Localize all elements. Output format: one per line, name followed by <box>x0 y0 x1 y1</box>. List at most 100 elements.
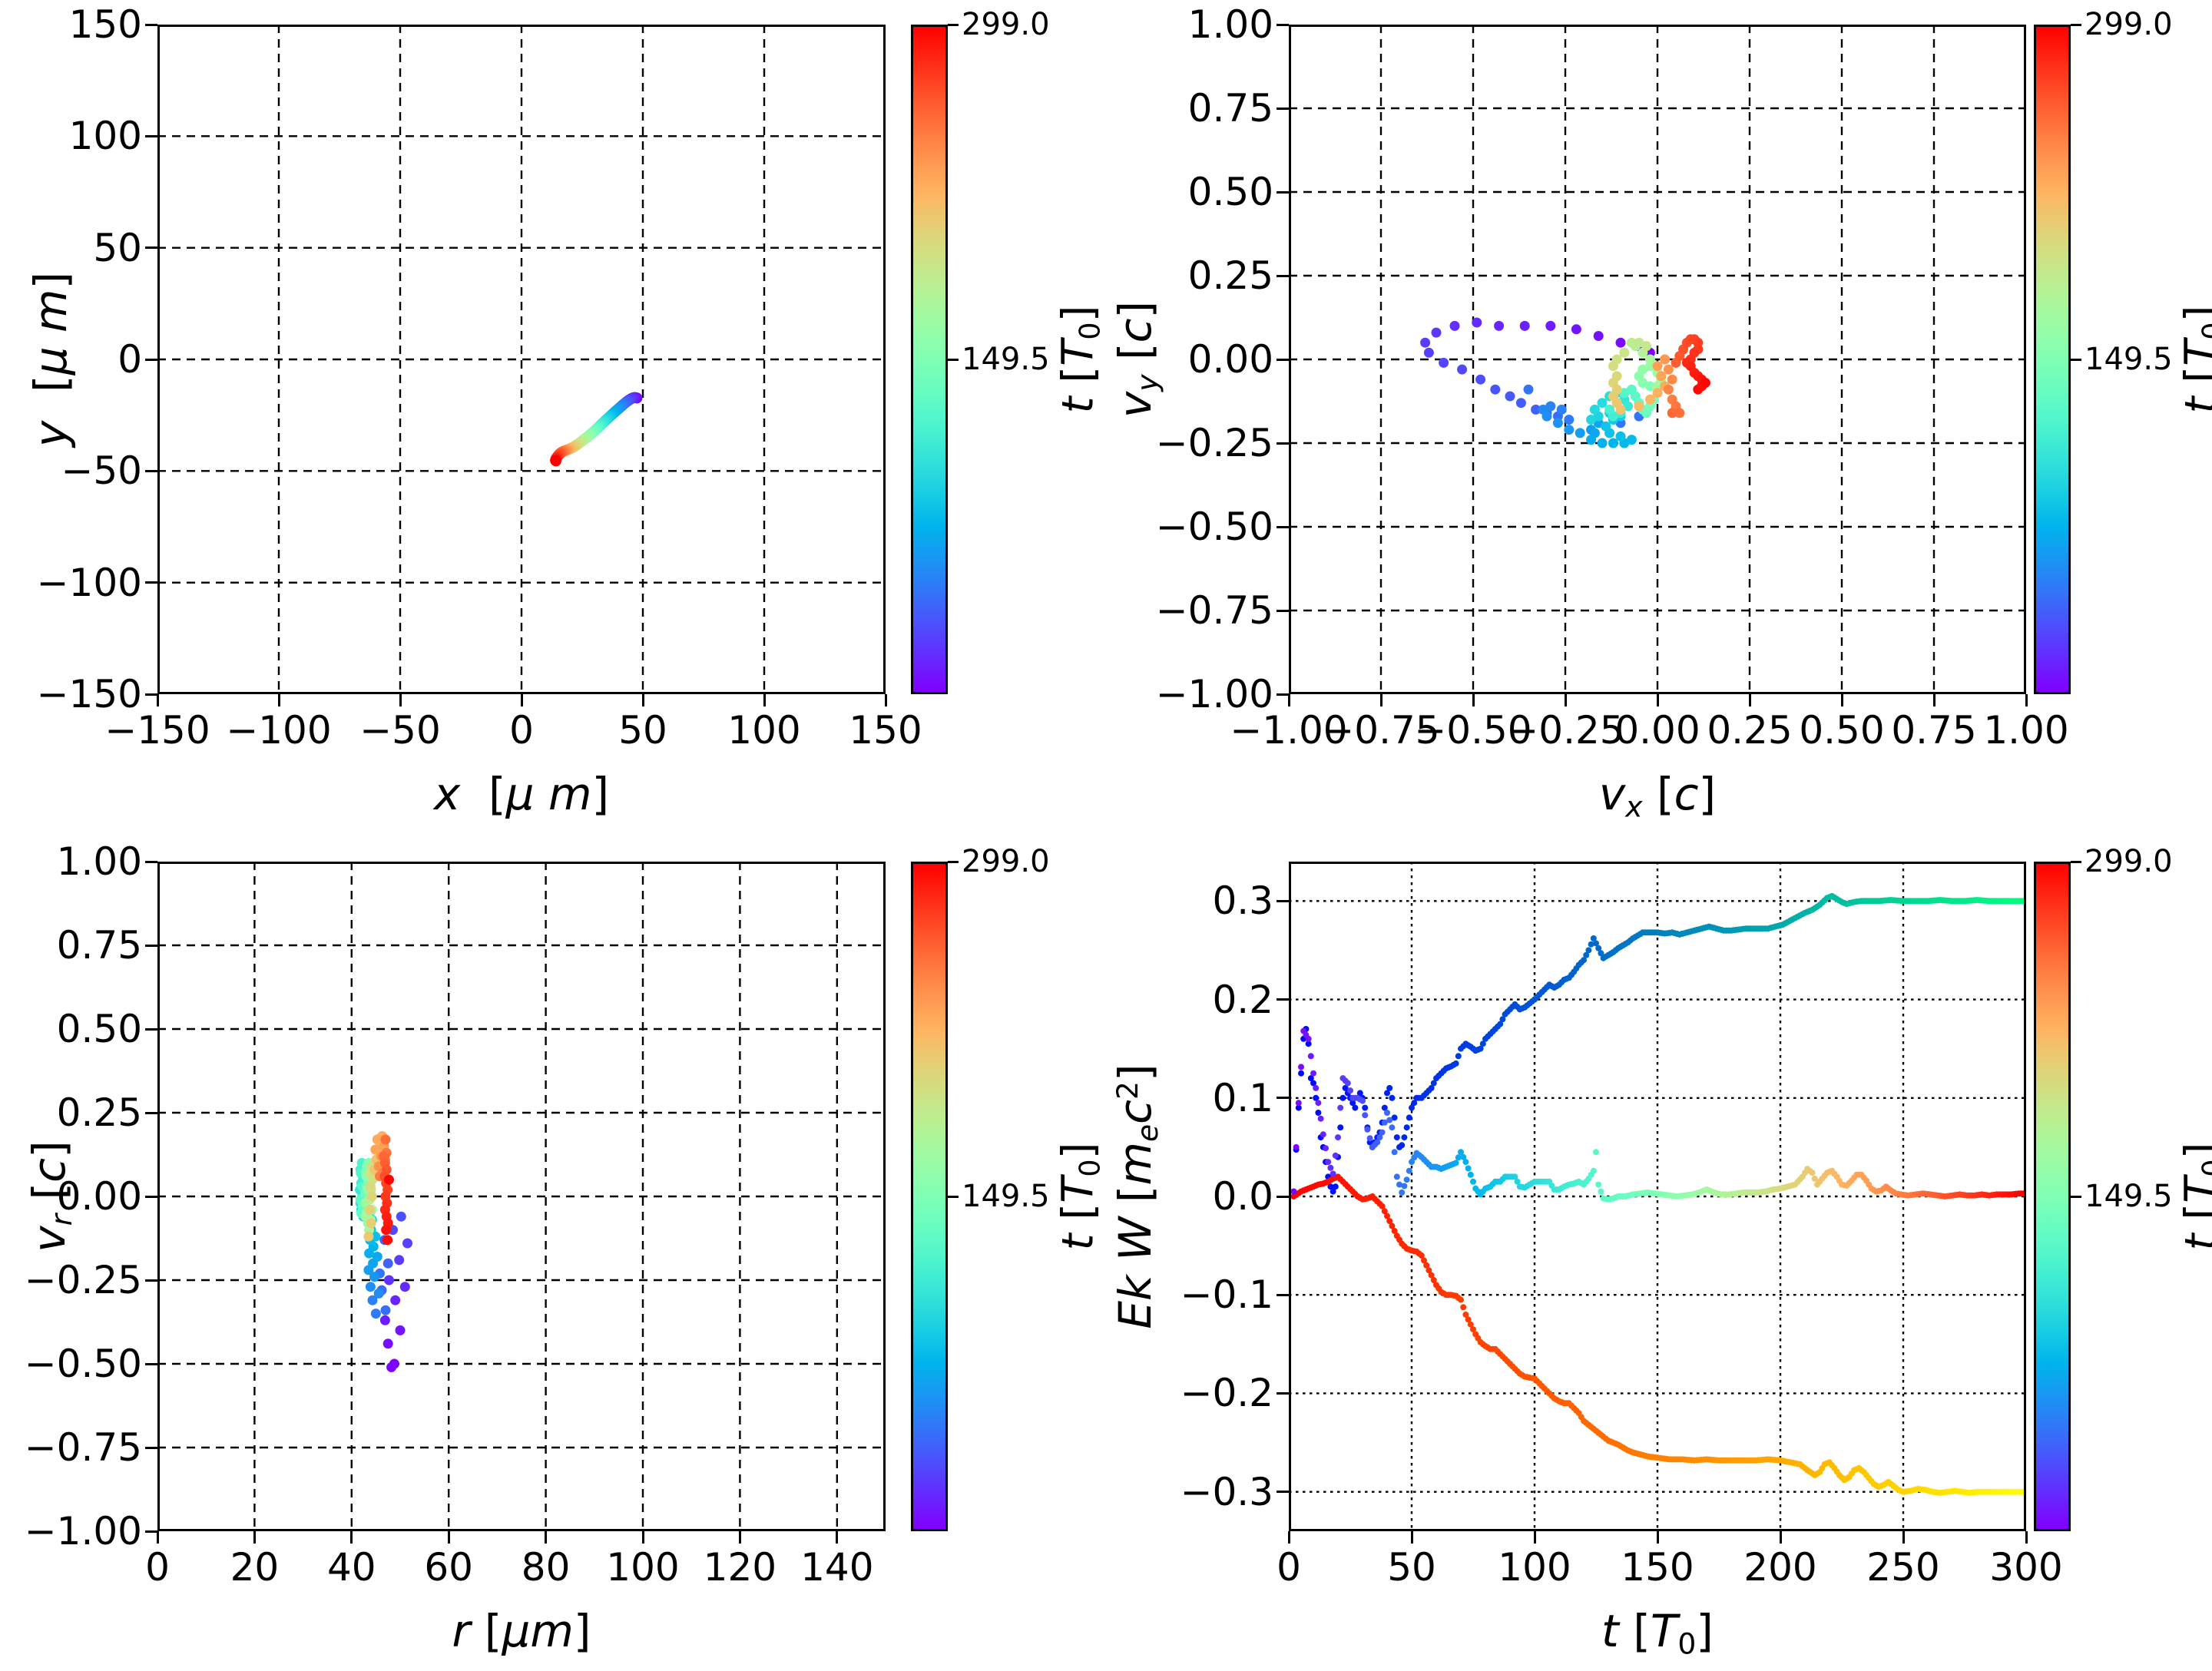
data-point <box>1423 1262 1430 1269</box>
x-axis-label: x [μ m] <box>433 768 610 820</box>
tick-label: −50 <box>359 708 441 753</box>
tick-label: 1.00 <box>56 839 142 884</box>
x-tick-mark <box>1656 694 1659 706</box>
x-axis-label: t [T0] <box>1601 1605 1714 1661</box>
y-tick-mark <box>145 134 157 137</box>
y-tick-mark <box>1277 1491 1289 1494</box>
colorbar-title: t [T0] <box>2176 1143 2212 1251</box>
data-point <box>1423 347 1434 358</box>
colorbar-tick-mark <box>948 358 959 361</box>
data-point <box>1615 337 1626 348</box>
data-point <box>1663 384 1674 395</box>
y-tick-mark <box>145 1111 157 1114</box>
data-point <box>1497 1021 1504 1027</box>
data-point <box>1330 1188 1336 1195</box>
data-point <box>1366 1135 1373 1142</box>
data-point <box>1615 404 1626 415</box>
tick-label: 60 <box>424 1545 473 1590</box>
data-point <box>1700 378 1710 388</box>
data-point <box>1455 1154 1462 1161</box>
data-point <box>1418 1252 1425 1259</box>
x-tick-mark <box>1564 694 1567 706</box>
colorbar-tick-mark <box>2071 23 2081 26</box>
tick-label: −0.75 <box>1155 588 1273 633</box>
data-point <box>1462 1159 1469 1166</box>
data-point <box>1325 1159 1332 1166</box>
data-point <box>1541 411 1552 422</box>
data-point <box>1583 951 1590 958</box>
tick-label: 0.25 <box>56 1090 142 1135</box>
data-point <box>1652 361 1663 372</box>
data-point <box>382 1235 393 1246</box>
data-point <box>1626 435 1637 445</box>
data-point <box>1362 1104 1369 1111</box>
data-point <box>1399 1189 1406 1196</box>
colorbar-tick-mark <box>2071 860 2081 863</box>
y-tick-mark <box>1277 693 1289 696</box>
data-point <box>1391 1227 1398 1234</box>
data-point <box>1809 1170 1816 1176</box>
x-tick-mark <box>1656 1531 1659 1544</box>
data-point <box>402 1238 412 1249</box>
data-point <box>1295 1100 1302 1107</box>
data-point <box>381 1225 392 1236</box>
data-point <box>1467 1171 1474 1178</box>
data-point <box>1420 337 1431 348</box>
y-tick-mark <box>1277 442 1289 445</box>
data-point <box>1674 408 1685 419</box>
data-point <box>1391 1149 1398 1156</box>
tick-label: 0.75 <box>56 923 142 968</box>
data-point <box>1470 1178 1476 1185</box>
y-tick-mark <box>145 581 157 584</box>
data-point <box>1389 1124 1396 1131</box>
tick-label: −100 <box>226 708 332 753</box>
colorbar-tick-mark <box>2071 1195 2081 1198</box>
colorbar-tick-max: 299.0 <box>962 7 1050 42</box>
data-point <box>1332 1183 1339 1190</box>
x-tick-mark <box>2025 694 2028 706</box>
data-point <box>1472 317 1482 328</box>
tick-label: −0.75 <box>1322 708 1440 753</box>
data-point <box>382 1258 393 1269</box>
data-point <box>1335 1134 1341 1141</box>
data-point <box>1514 1178 1521 1185</box>
data-point <box>1457 364 1468 375</box>
data-point <box>1460 1304 1467 1311</box>
data-point <box>382 1338 393 1349</box>
data-point <box>1403 1124 1410 1131</box>
plot-canvas <box>1289 25 2026 694</box>
data-point <box>1411 1100 1418 1107</box>
x-tick-mark <box>2025 1531 2028 1544</box>
tick-label: 0 <box>509 708 534 753</box>
y-tick-mark <box>1277 1293 1289 1296</box>
colorbar-tick-mid: 149.5 <box>2085 1179 2173 1214</box>
data-point <box>1626 337 1637 348</box>
colorbar <box>911 862 948 1531</box>
y-tick-mark <box>145 1530 157 1533</box>
data-point <box>1494 320 1505 331</box>
data-point <box>1389 1094 1396 1101</box>
data-point <box>1593 940 1599 947</box>
tick-label: −0.50 <box>1414 708 1532 753</box>
data-point <box>370 1144 381 1155</box>
data-point <box>372 1252 382 1262</box>
data-point <box>1391 1114 1398 1121</box>
x-tick-mark <box>156 1531 159 1544</box>
tick-label: 0 <box>118 337 142 382</box>
tick-label: 0.00 <box>1187 337 1273 382</box>
y-tick-mark <box>1277 190 1289 194</box>
data-point <box>1581 957 1587 964</box>
tick-label: 50 <box>1387 1545 1436 1590</box>
data-point <box>365 1282 376 1292</box>
data-point <box>380 1305 391 1315</box>
tick-label: −0.50 <box>24 1342 142 1386</box>
data-point <box>367 1295 378 1305</box>
y-tick-mark <box>145 358 157 361</box>
data-point <box>1317 1115 1324 1122</box>
data-point <box>1295 1104 1302 1111</box>
x-tick-mark <box>1840 694 1843 706</box>
data-point <box>1490 384 1501 395</box>
data-point <box>1615 431 1626 442</box>
tick-label: 100 <box>68 114 142 159</box>
data-point <box>1389 1223 1396 1229</box>
